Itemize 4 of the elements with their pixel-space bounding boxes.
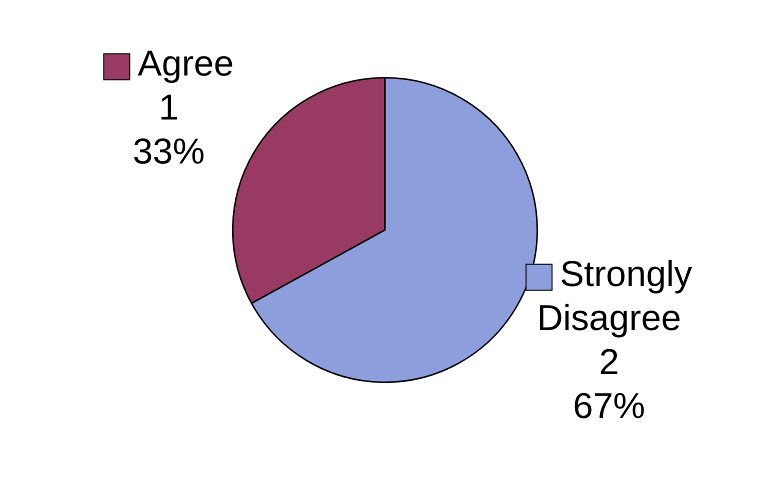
data-label: 1 33% — [132, 86, 205, 172]
legend-label: Agree — [138, 42, 234, 84]
legend-label: Strongly Disagree — [537, 253, 692, 338]
data-label: 2 67% — [573, 341, 646, 426]
